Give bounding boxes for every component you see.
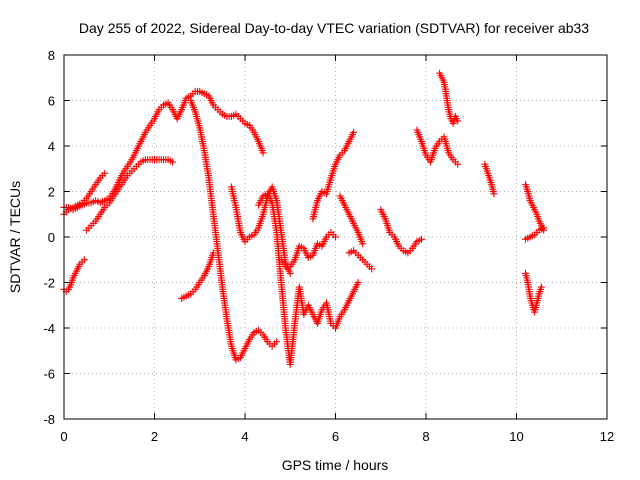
data-point xyxy=(454,160,462,168)
data-point xyxy=(259,149,267,157)
data-point xyxy=(454,117,462,125)
data-point xyxy=(350,128,358,136)
chart-title: Day 255 of 2022, Sidereal Day-to-day VTE… xyxy=(79,20,589,36)
y-tick-label: 4 xyxy=(48,139,55,154)
y-axis-title: SDTVAR / TECUs xyxy=(7,181,23,293)
data-point xyxy=(169,158,177,166)
data-point xyxy=(80,256,88,264)
data-point xyxy=(417,235,425,243)
x-tick-label: 8 xyxy=(422,429,429,444)
x-axis-title: GPS time / hours xyxy=(282,457,389,473)
y-tick-label: 6 xyxy=(48,94,55,109)
grid xyxy=(64,55,607,419)
y-tick-label: 2 xyxy=(48,185,55,200)
y-tick-label: -4 xyxy=(43,321,55,336)
y-tick-label: 0 xyxy=(48,230,55,245)
x-tick-label: 10 xyxy=(509,429,523,444)
data-point xyxy=(273,338,281,346)
data-point xyxy=(540,224,548,232)
y-tick-label: 8 xyxy=(48,48,55,63)
x-tick-label: 2 xyxy=(151,429,158,444)
data-point xyxy=(354,279,362,286)
data-point xyxy=(359,240,367,248)
y-tick-label: -2 xyxy=(43,276,55,291)
data-point xyxy=(332,233,339,241)
axis-ticks: 0 2 4 6 8 10 12 -8 -6 -4 -2 0 2 4 6 8 xyxy=(43,48,614,444)
data-point xyxy=(490,190,498,198)
x-tick-label: 12 xyxy=(600,429,614,444)
data-points xyxy=(60,69,548,368)
data-point xyxy=(101,169,109,177)
x-tick-label: 4 xyxy=(241,429,248,444)
data-point xyxy=(286,269,294,277)
x-tick-label: 0 xyxy=(60,429,67,444)
x-tick-label: 6 xyxy=(332,429,339,444)
data-point xyxy=(537,283,545,291)
data-point xyxy=(368,265,376,273)
y-tick-label: -6 xyxy=(43,367,55,382)
y-tick-label: -8 xyxy=(43,412,55,427)
